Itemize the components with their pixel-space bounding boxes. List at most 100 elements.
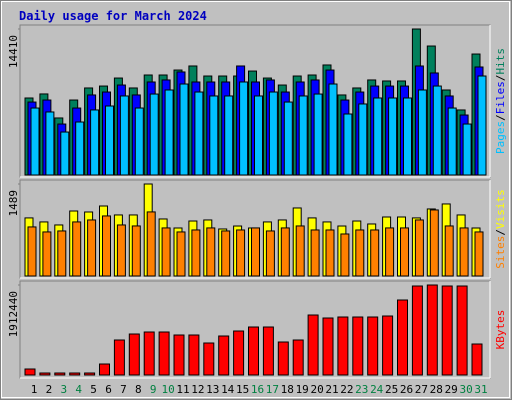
bar [87, 219, 97, 277]
bar [432, 85, 442, 176]
bar [385, 227, 395, 277]
bar [42, 231, 52, 277]
bar [188, 334, 200, 376]
bar [119, 95, 129, 176]
bar [313, 93, 323, 176]
bar [105, 105, 114, 176]
bar [30, 107, 40, 176]
bar [414, 219, 424, 277]
x-tick-label: 7 [120, 383, 127, 396]
bar [352, 316, 364, 376]
legend: Pages/Files/Hits [494, 48, 507, 154]
legend-entry: Visits [494, 189, 507, 229]
bar [134, 107, 144, 176]
bar [57, 230, 67, 277]
bar [90, 109, 100, 176]
bar [417, 89, 427, 176]
y-tick-label: 14410 [7, 35, 20, 68]
x-tick-label: 30 [459, 383, 472, 396]
bar [262, 326, 274, 376]
bar [474, 231, 484, 277]
legend-entry: Pages [494, 121, 507, 154]
x-tick-label: 23 [355, 383, 368, 396]
bar [283, 101, 293, 176]
bar [161, 227, 171, 277]
bar [358, 103, 368, 176]
x-tick-label: 28 [430, 383, 443, 396]
bar [131, 225, 141, 277]
x-tick-label: 9 [150, 383, 157, 396]
bar [343, 113, 353, 176]
bar [340, 233, 350, 277]
legend-entry: Hits [494, 48, 507, 75]
x-tick-label: 21 [325, 383, 338, 396]
bar [158, 331, 170, 376]
x-tick-label: 17 [266, 383, 279, 396]
bar [146, 211, 156, 277]
bar [116, 224, 126, 277]
chart-title: Daily usage for March 2024 [19, 9, 207, 23]
bar [388, 97, 398, 176]
x-tick-label: 3 [60, 383, 67, 396]
bar [459, 227, 469, 277]
x-tick-label: 15 [236, 383, 249, 396]
y-tick-label: 1912440 [7, 291, 20, 337]
bar [441, 285, 453, 376]
bar [295, 225, 305, 277]
bar [209, 95, 219, 176]
bar [292, 339, 304, 376]
bar [277, 341, 289, 376]
bar [370, 229, 380, 277]
bar [149, 93, 159, 176]
bar [298, 95, 308, 176]
bar [54, 372, 66, 376]
bar [367, 316, 379, 376]
bar [265, 230, 275, 277]
x-tick-label: 2 [46, 383, 53, 396]
bar [179, 83, 189, 176]
bar [462, 123, 472, 176]
bar [400, 227, 409, 277]
legend-separator: / [494, 114, 507, 121]
bar [251, 227, 260, 277]
bar [60, 131, 70, 176]
bar [328, 83, 338, 176]
x-tick-label: 29 [445, 383, 458, 396]
legend: KBytes [494, 310, 507, 350]
legend-separator: / [494, 229, 507, 236]
bar [355, 229, 365, 277]
bar [444, 225, 454, 277]
x-tick-label: 25 [385, 383, 398, 396]
bar [239, 81, 249, 176]
y-tick-label: 1489 [7, 190, 20, 217]
x-tick-label: 1 [31, 383, 38, 396]
bar [397, 299, 408, 376]
bar [191, 229, 201, 277]
x-tick-label: 11 [176, 383, 189, 396]
bar [471, 343, 483, 376]
bar [27, 226, 37, 277]
x-tick-label: 16 [251, 383, 264, 396]
bar [411, 285, 423, 376]
bar [325, 229, 335, 277]
bar [128, 333, 140, 376]
bar [84, 372, 96, 376]
x-tick-label: 13 [206, 383, 219, 396]
legend-entry: Files [494, 81, 507, 114]
x-tick-label: 14 [221, 383, 235, 396]
bar [426, 284, 438, 376]
x-tick-label: 24 [370, 383, 384, 396]
legend-separator: / [494, 75, 507, 82]
x-tick-label: 10 [161, 383, 174, 396]
x-tick-label: 8 [135, 383, 142, 396]
bar [280, 227, 290, 277]
bar [24, 368, 36, 376]
bar [322, 317, 334, 376]
bar [206, 227, 216, 277]
x-tick-label: 4 [75, 383, 82, 396]
bar [176, 231, 186, 277]
bar [69, 372, 81, 376]
x-tick-label: 26 [400, 383, 413, 396]
